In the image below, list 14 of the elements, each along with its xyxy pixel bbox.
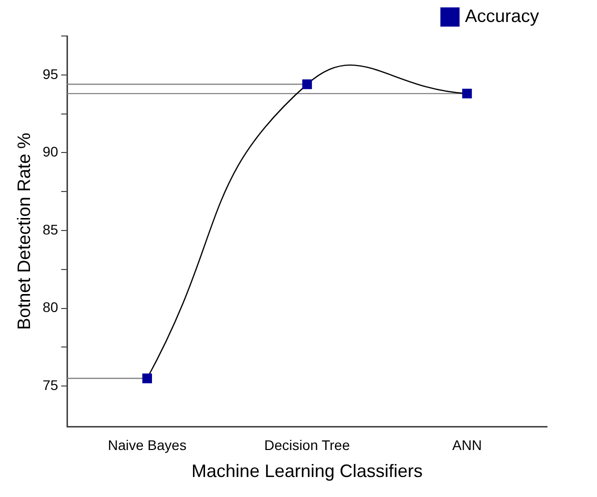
- point: [302, 79, 312, 90]
- y-axis-title: Botnet Detection Rate %: [14, 132, 34, 330]
- y-tick-label: 90: [42, 144, 58, 160]
- x-axis-title: Machine Learning Classifiers: [192, 461, 423, 482]
- point: [142, 374, 152, 384]
- y-tick-label: 75: [42, 377, 58, 393]
- x-tick-label: Naive Bayes: [108, 436, 186, 453]
- y-tick-label: 80: [42, 299, 58, 316]
- point: [462, 88, 472, 98]
- legend-label: Accuracy: [464, 6, 540, 26]
- y-tick-label: 85: [42, 221, 58, 238]
- x-tick-label: ANN: [452, 436, 482, 453]
- y-tick-label: 95: [42, 66, 58, 82]
- x-tick-label: Decision Tree: [264, 436, 350, 453]
